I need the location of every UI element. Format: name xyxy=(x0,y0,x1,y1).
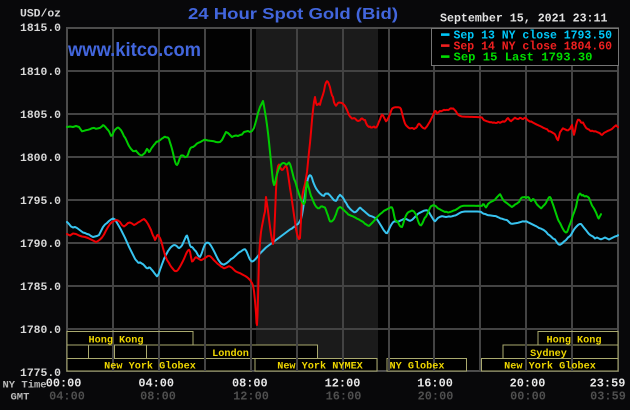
svg-text:12:00: 12:00 xyxy=(233,389,269,403)
svg-text:New York Globex: New York Globex xyxy=(504,360,596,372)
svg-text:www.kitco.com: www.kitco.com xyxy=(67,39,201,61)
svg-text:1800.0: 1800.0 xyxy=(20,153,61,165)
svg-text:1805.0: 1805.0 xyxy=(20,110,61,122)
svg-text:03:59: 03:59 xyxy=(590,389,626,403)
svg-text:08:00: 08:00 xyxy=(140,389,176,403)
svg-text:23:59: 23:59 xyxy=(590,377,626,391)
svg-text:Sep 13 NY close 1793.50: Sep 13 NY close 1793.50 xyxy=(454,30,613,43)
svg-text:20:00: 20:00 xyxy=(418,389,454,403)
svg-text:Hong Kong: Hong Kong xyxy=(546,335,601,346)
svg-text:00:00: 00:00 xyxy=(510,389,546,403)
svg-text:Sep 15 Last 1793.30: Sep 15 Last 1793.30 xyxy=(454,52,593,65)
svg-text:New York Globex: New York Globex xyxy=(104,360,196,372)
svg-text:NY Time: NY Time xyxy=(3,379,47,391)
svg-text:September 15, 2021 23:11: September 15, 2021 23:11 xyxy=(440,13,608,26)
svg-text:Hong Kong: Hong Kong xyxy=(88,335,143,346)
svg-text:Sep 14 NY close 1804.60: Sep 14 NY close 1804.60 xyxy=(454,41,613,54)
svg-text:GMT: GMT xyxy=(11,391,30,403)
svg-text:12:00: 12:00 xyxy=(325,377,361,391)
svg-text:04:00: 04:00 xyxy=(49,389,85,403)
svg-text:20:00: 20:00 xyxy=(510,377,546,391)
svg-text:16:00: 16:00 xyxy=(417,377,453,391)
svg-text:00:00: 00:00 xyxy=(46,377,82,391)
svg-text:1785.0: 1785.0 xyxy=(20,282,61,294)
svg-text:08:00: 08:00 xyxy=(232,377,268,391)
svg-text:New York NYMEX: New York NYMEX xyxy=(277,360,363,372)
svg-text:1780.0: 1780.0 xyxy=(20,325,61,337)
svg-text:24 Hour Spot Gold (Bid): 24 Hour Spot Gold (Bid) xyxy=(188,6,398,23)
svg-text:1815.0: 1815.0 xyxy=(20,23,61,35)
svg-text:NY Globex: NY Globex xyxy=(389,360,444,372)
svg-text:1810.0: 1810.0 xyxy=(20,67,61,79)
svg-text:04:00: 04:00 xyxy=(138,377,174,391)
svg-text:16:00: 16:00 xyxy=(326,389,362,403)
svg-text:1795.0: 1795.0 xyxy=(20,196,61,208)
svg-text:1790.0: 1790.0 xyxy=(20,239,61,251)
svg-text:Sydney: Sydney xyxy=(530,348,567,360)
svg-text:USD/oz: USD/oz xyxy=(20,9,61,21)
svg-text:London: London xyxy=(212,348,249,360)
svg-text:1775.0: 1775.0 xyxy=(20,368,61,380)
